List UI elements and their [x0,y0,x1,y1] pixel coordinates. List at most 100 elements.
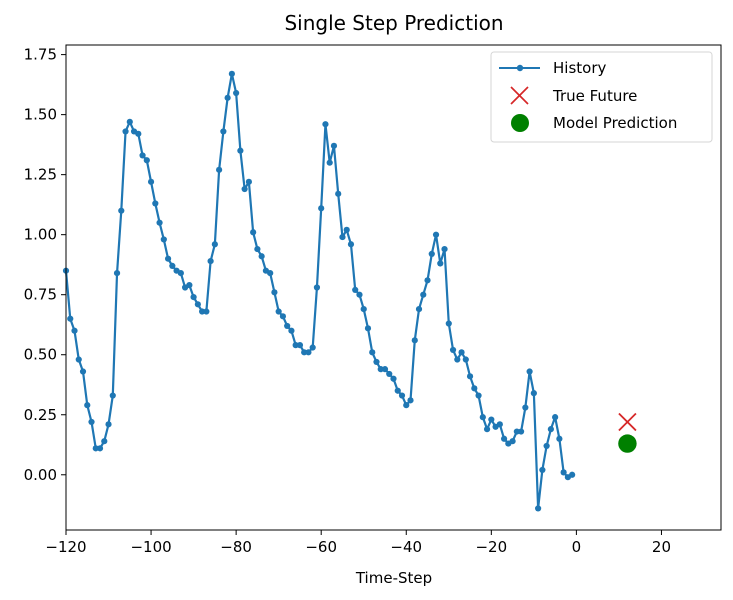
history-point [96,445,104,452]
history-point [301,349,308,356]
history-point [394,387,401,394]
legend: History True Future Model Prediction [490,51,713,143]
history-point [233,89,240,97]
history-point [194,301,201,308]
history-point [75,356,82,363]
history-point [292,342,299,349]
true-future-marker-b [618,412,637,432]
history-point [530,390,537,397]
history-point [199,308,206,315]
y-tick-label: 1.50 [24,106,57,124]
history-point [500,435,508,442]
chart-title: Single Step Prediction [284,11,503,35]
history-point [339,233,346,241]
history-point [552,414,559,421]
x-tick-label: −100 [130,538,171,556]
history-point [513,428,520,435]
history-point [449,346,457,354]
history-point [535,505,542,512]
history-point [420,291,427,298]
history-point [381,366,389,373]
y-tick-label: 1.00 [24,226,57,244]
history-point [547,426,554,433]
x-tick-label: −20 [475,538,507,556]
history-point [539,466,546,474]
history-point [347,241,355,248]
history-point [271,289,278,296]
history-point [322,121,329,128]
history-point [313,284,321,291]
history-point [386,370,393,378]
y-tick-label: 1.75 [24,46,57,64]
history-point [177,269,184,277]
series-group [62,70,637,512]
y-tick-label: 1.25 [24,166,57,184]
history-point [403,402,410,409]
x-tick-label: −60 [305,538,337,556]
history-point [326,159,333,166]
legend-history-marker [516,64,524,72]
history-point [390,375,397,382]
x-tick-label: −80 [220,538,252,556]
history-point [466,373,474,380]
history-point [105,421,112,428]
history-point [156,219,163,226]
history-point [522,404,529,411]
history-point [526,368,533,375]
history-point [364,325,372,332]
history-point [88,418,95,426]
history-point [309,344,316,351]
history-point [67,315,74,322]
history-point [220,128,227,135]
history-point [258,253,265,260]
history-point [569,471,576,478]
history-point [343,226,350,233]
x-tick-label: 0 [572,538,582,556]
history-point [267,269,274,277]
history-point [92,445,99,452]
history-point [517,428,525,435]
history-point [152,200,159,207]
history-point [143,157,150,164]
history-point [411,337,418,344]
history-point [356,291,363,298]
history-point [79,368,87,375]
history-point [445,320,452,327]
history-point [441,245,448,253]
history-point [509,438,516,445]
history-point [458,349,465,356]
history-point [377,366,384,373]
history-point [352,286,359,294]
history-point [556,435,563,442]
history-point [398,392,406,399]
history-point [483,426,491,433]
history-point [190,294,197,301]
y-tick-label: 0.75 [24,286,57,304]
history-point [284,322,291,330]
history-point [122,128,129,135]
history-point [164,255,172,262]
history-point [335,190,342,197]
history-point [428,250,435,257]
history-point [496,421,503,428]
y-tick-label: 0.00 [24,466,57,484]
history-point [437,260,444,267]
history-point [369,349,376,356]
x-axis-ticks: −120 −100 −80 −60 −40 −20 0 20 [45,530,671,556]
x-axis-label: Time-Step [355,569,432,587]
history-point [224,94,231,101]
history-point [186,281,193,289]
history-point [373,358,380,366]
history-point [113,269,121,277]
history-point [432,231,440,238]
history-point [407,397,414,404]
history-point [139,152,146,159]
legend-true-future-x-b [510,86,529,105]
history-point [254,245,261,253]
history-point [360,306,367,313]
history-point [160,236,167,243]
history-point [543,442,550,450]
legend-true-future-label: True Future [552,87,637,105]
history-point [207,257,214,265]
